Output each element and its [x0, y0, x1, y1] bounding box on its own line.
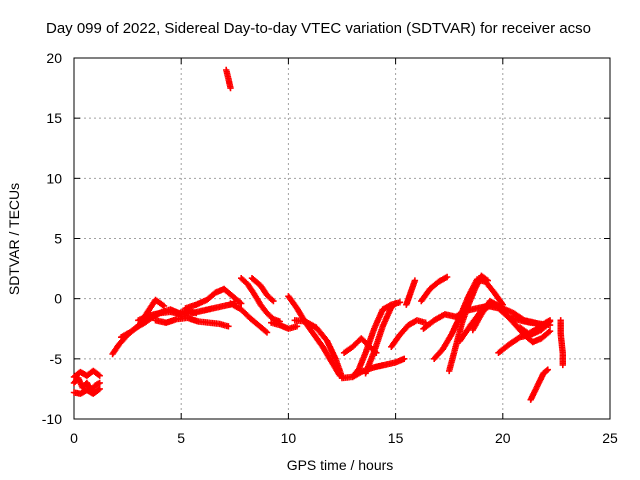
data-point [484, 277, 491, 284]
x-tick-label: 25 [602, 430, 618, 446]
data-point [225, 323, 232, 330]
y-axis-label: SDTVAR / TECUs [6, 183, 22, 295]
y-tick-label: 5 [54, 231, 62, 247]
y-tick-label: -10 [42, 411, 62, 427]
data-series-arc08 [182, 285, 245, 312]
data-point [411, 277, 419, 284]
data-series-arc07 [152, 314, 232, 330]
data-point [95, 386, 102, 394]
x-tick-label: 10 [281, 430, 297, 446]
data-series-arc15 [291, 317, 346, 381]
x-tick-label: 15 [388, 430, 404, 446]
data-point [263, 329, 271, 336]
data-point [544, 366, 551, 373]
data-point [543, 367, 550, 374]
data-series-arc19 [362, 300, 399, 377]
data-series-arc11 [238, 275, 283, 325]
x-axis-label: GPS time / hours [287, 457, 394, 473]
data-point [95, 371, 102, 378]
data-points [70, 66, 566, 403]
data-series-arc12 [248, 275, 277, 305]
data-series-arc09 [223, 66, 234, 92]
data-point [401, 355, 408, 362]
data-point [262, 328, 269, 335]
data-point [227, 84, 234, 92]
y-axis-ticks: -10 -5 0 5 10 15 20 [42, 50, 610, 427]
data-series-arc30 [527, 366, 551, 403]
x-tick-label: 5 [177, 430, 185, 446]
data-point [236, 299, 244, 306]
y-tick-label: 0 [54, 291, 62, 307]
data-series-arc22 [418, 273, 451, 305]
data-series-arc10 [227, 300, 271, 336]
data-point [443, 273, 451, 281]
chart-title: Day 099 of 2022, Sidereal Day-to-day VTE… [46, 20, 591, 37]
data-point [396, 299, 404, 306]
data-series-arc03 [70, 385, 103, 397]
x-tick-label: 0 [70, 430, 78, 446]
data-series-arc21 [403, 277, 419, 308]
data-point [559, 361, 566, 369]
data-point [391, 301, 398, 308]
data-series-arc20 [388, 317, 429, 350]
data-point [268, 296, 276, 304]
data-point [546, 328, 554, 335]
data-series-arc02 [70, 367, 103, 381]
x-axis-ticks: 0 5 10 15 20 25 [70, 58, 618, 446]
data-point [545, 329, 552, 336]
y-tick-label: 20 [46, 50, 62, 66]
y-tick-label: 10 [46, 170, 62, 186]
data-series-arc29 [516, 317, 554, 337]
data-point [238, 300, 245, 307]
data-series-arc31 [557, 317, 566, 369]
data-point [483, 276, 490, 283]
data-point [270, 297, 277, 305]
grid-lines [74, 58, 610, 419]
y-tick-label: -5 [50, 351, 63, 367]
data-point [96, 385, 103, 393]
data-series-arc14 [285, 293, 344, 379]
y-tick-label: 15 [46, 110, 62, 126]
data-series-arc25 [446, 272, 491, 375]
data-point [96, 372, 103, 379]
data-point [293, 323, 301, 330]
data-point [546, 317, 554, 324]
x-tick-label: 20 [495, 430, 511, 446]
data-point [160, 302, 168, 310]
data-series-arc13 [268, 319, 301, 332]
data-point [392, 300, 399, 307]
data-point [96, 379, 103, 387]
